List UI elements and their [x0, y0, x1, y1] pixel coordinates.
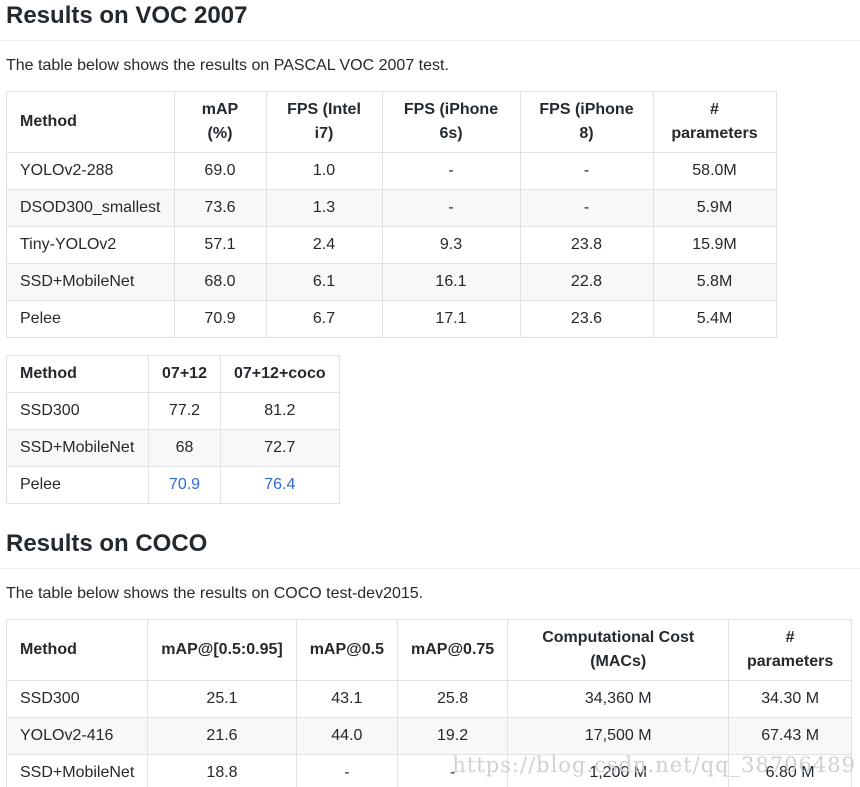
table-cell: 77.2 — [148, 392, 221, 430]
table-cell: 16.1 — [381, 263, 521, 301]
table-cell: 23.6 — [519, 300, 654, 338]
table-cell: 34.30 M — [728, 680, 852, 718]
table-cell: 76.4 — [220, 466, 340, 504]
column-header: FPS (iPhone 6s) — [381, 91, 521, 153]
table-cell: 1,200 M — [507, 754, 730, 787]
method-cell: YOLOv2-288 — [6, 152, 175, 190]
column-header: FPS (iPhone 8) — [519, 91, 654, 153]
voc-map-results-table: Method 07+12 07+12+coco SSD300 77.2 81.2 SSD+M… — [6, 355, 340, 504]
table-cell: 5.9M — [652, 189, 777, 227]
voc-intro-text: The table below shows the results on PAS… — [6, 57, 449, 74]
table-cell: - — [381, 152, 521, 190]
table-cell: 67.43 M — [728, 717, 852, 755]
table-cell: 6.1 — [265, 263, 383, 301]
table-cell: 19.2 — [396, 717, 509, 755]
table-cell: 23.8 — [519, 226, 654, 264]
column-header: 07+12 — [148, 355, 221, 393]
table-cell: 58.0M — [652, 152, 777, 190]
table-cell: 69.0 — [173, 152, 267, 190]
table-cell: 25.8 — [396, 680, 509, 718]
method-cell: SSD+MobileNet — [5, 754, 149, 787]
table-cell: - — [295, 754, 399, 787]
table-row: SSD+MobileNet 68.0 6.1 16.1 22.8 5.8M — [6, 263, 777, 301]
result-link[interactable]: 70.9 — [168, 476, 201, 493]
table-row: SSD+MobileNet 68 72.7 — [6, 429, 340, 467]
method-cell: Pelee — [6, 466, 149, 504]
voc-fps-results-table: Method mAP (%) FPS (Intel i7) FPS (iPhone 6… — [6, 91, 777, 338]
table-row: Pelee 70.9 6.7 17.1 23.6 5.4M — [6, 300, 777, 338]
header-row: Method mAP (%) FPS (Intel i7) FPS (iPhone 6… — [6, 91, 777, 153]
coco-results-table: Method mAP@[0.5:0.95] mAP@0.5 mAP@0.75 Compu… — [5, 619, 852, 787]
table-cell: - — [519, 152, 654, 190]
coco-intro-text: The table below shows the results on COC… — [6, 585, 424, 602]
column-header: # parameters — [652, 91, 777, 153]
column-header: 07+12+coco — [220, 355, 340, 393]
column-header: mAP@[0.5:0.95] — [147, 619, 297, 681]
method-cell: SSD+MobileNet — [6, 429, 149, 467]
table-cell: - — [381, 189, 521, 227]
table-cell: 43.1 — [295, 680, 399, 718]
table-cell: 57.1 — [173, 226, 267, 264]
table-cell: 17,500 M — [507, 717, 730, 755]
table-row: SSD+MobileNet 18.8- -1,200 M 6.80 M — [5, 754, 852, 787]
table-cell: - — [519, 189, 654, 227]
coco-results-heading: Results on COCO — [0, 530, 860, 569]
column-header: Method — [6, 355, 149, 393]
table-cell: 15.9M — [652, 226, 777, 264]
header-row: Method mAP@[0.5:0.95] mAP@0.5 mAP@0.75 Compu… — [5, 619, 852, 681]
method-cell: SSD+MobileNet — [6, 263, 175, 301]
voc-results-heading: Results on VOC 2007 — [0, 2, 860, 41]
column-header: FPS (Intel i7) — [265, 91, 383, 153]
header-row: Method 07+12 07+12+coco — [6, 355, 340, 393]
table-cell: 9.3 — [381, 226, 521, 264]
table-cell: 22.8 — [519, 263, 654, 301]
table-cell: 68 — [148, 429, 221, 467]
table-cell: 73.6 — [173, 189, 267, 227]
method-cell: YOLOv2-416 — [5, 717, 149, 755]
table-cell: 81.2 — [220, 392, 340, 430]
result-link[interactable]: 76.4 — [264, 476, 296, 493]
table-cell: 21.6 — [147, 717, 297, 755]
method-cell: SSD300 — [5, 680, 149, 718]
table-cell: 34,360 M — [507, 680, 730, 718]
column-header: mAP@0.5 — [295, 619, 399, 681]
table-cell: 5.8M — [652, 263, 777, 301]
table-cell: 72.7 — [220, 429, 340, 467]
table-cell: 17.1 — [381, 300, 521, 338]
table-row: Pelee 70.9 76.4 — [6, 466, 340, 504]
column-header: Method — [5, 619, 149, 681]
method-cell: SSD300 — [6, 392, 149, 430]
table-row: YOLOv2-416 21.6 44.0 19.2 17,500 M 67.43 M — [5, 717, 852, 755]
method-cell: DSOD300_smallest — [6, 189, 175, 227]
method-cell: Tiny-YOLOv2 — [6, 226, 175, 264]
table-cell: 1.3 — [265, 189, 383, 227]
column-header: mAP (%) — [173, 91, 267, 153]
table-cell: 18.8 — [147, 754, 297, 787]
table-cell: 1.0 — [265, 152, 383, 190]
table-cell: 25.1 — [147, 680, 297, 718]
table-row: SSD300 77.2 81.2 — [6, 392, 340, 430]
table-cell: 44.0 — [295, 717, 399, 755]
table-cell: - — [396, 754, 509, 787]
column-header: mAP@0.75 — [396, 619, 509, 681]
table-cell: 6.7 — [265, 300, 383, 338]
table-row: YOLOv2-288 69.0 1.0- -58.0M — [6, 152, 777, 190]
table-cell: 70.9 — [148, 466, 221, 504]
column-header: Computational Cost (MACs) — [507, 619, 730, 681]
table-cell: 68.0 — [173, 263, 267, 301]
table-row: SSD300 25.1 43.1 25.8 34,360 M 34.30 M — [5, 680, 852, 718]
table-row: Tiny-YOLOv2 57.1 2.4 9.3 23.8 15.9M — [6, 226, 777, 264]
table-cell: 6.80 M — [728, 754, 852, 787]
column-header: # parameters — [728, 619, 852, 681]
method-cell: Pelee — [6, 300, 175, 338]
table-cell: 2.4 — [265, 226, 383, 264]
table-cell: 5.4M — [652, 300, 777, 338]
table-row: DSOD300_smallest 73.6 1.3- -5.9M — [6, 189, 777, 227]
column-header: Method — [6, 91, 175, 153]
table-cell: 70.9 — [173, 300, 267, 338]
